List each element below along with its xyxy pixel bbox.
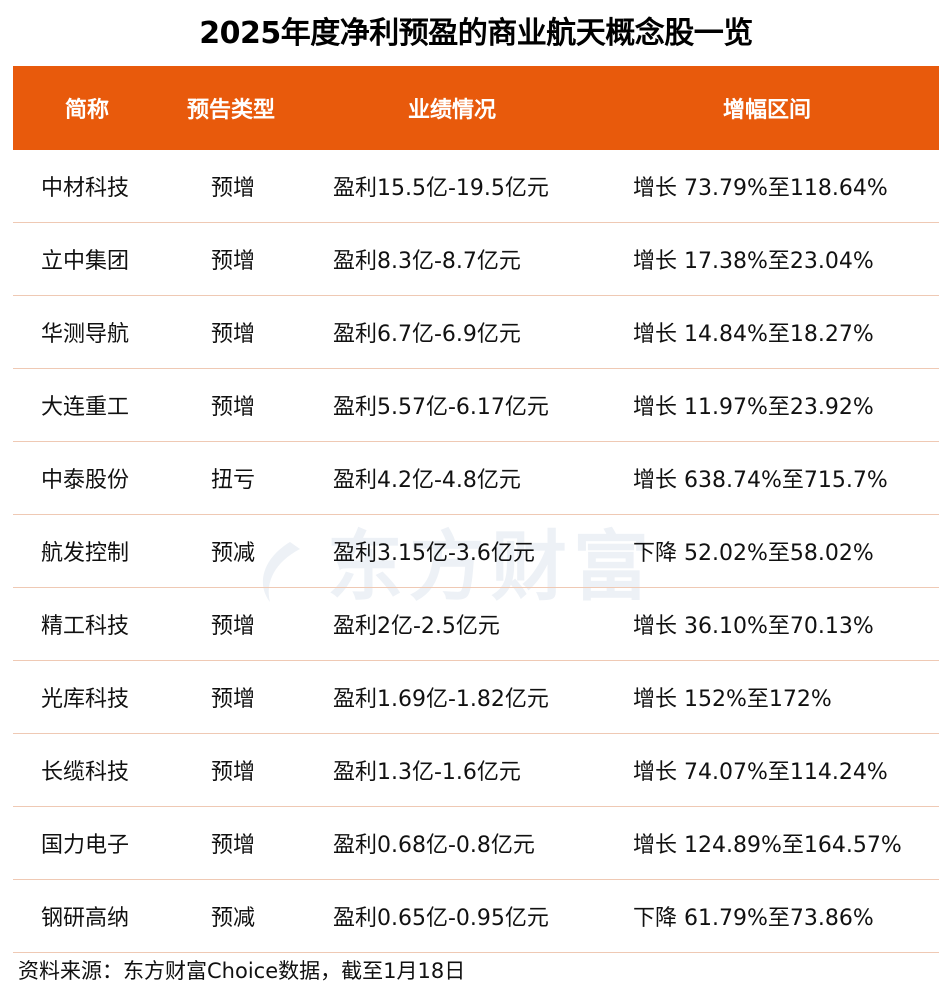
column-header-performance: 业绩情况 <box>408 98 497 123</box>
table-row: 钢研高纳 预减 盈利0.65亿-0.95亿元 下降 61.79%至73.86% <box>13 880 939 953</box>
table-row: 华测导航 预增 盈利6.7亿-6.9亿元 增长 14.84%至18.27% <box>13 296 939 369</box>
change-range: 增长 11.97%至23.92% <box>633 395 874 420</box>
table-header: 简称 预告类型 业绩情况 增幅区间 <box>13 66 939 150</box>
forecast-type: 预减 <box>211 541 256 566</box>
forecast-type: 预增 <box>211 687 256 712</box>
performance: 盈利1.3亿-1.6亿元 <box>333 760 521 785</box>
eastmoney-logo-icon <box>262 542 300 602</box>
performance: 盈利8.3亿-8.7亿元 <box>333 249 521 274</box>
change-range: 增长 36.10%至70.13% <box>633 614 874 639</box>
performance: 盈利0.65亿-0.95亿元 <box>333 906 549 931</box>
change-range: 下降 61.79%至73.86% <box>633 906 874 931</box>
performance: 盈利1.69亿-1.82亿元 <box>333 687 549 712</box>
column-header-range: 增幅区间 <box>723 98 812 123</box>
performance: 盈利15.5亿-19.5亿元 <box>333 176 549 201</box>
performance: 盈利6.7亿-6.9亿元 <box>333 322 521 347</box>
page-title: 2025年度净利预盈的商业航天概念股一览 <box>199 16 753 51</box>
table-row: 中泰股份 扭亏 盈利4.2亿-4.8亿元 增长 638.74%至715.7% <box>13 442 939 515</box>
forecast-table: 简称 预告类型 业绩情况 增幅区间 中材科技 预增 盈利15.5亿-19.5亿元… <box>13 66 939 953</box>
forecast-type: 预增 <box>211 176 256 201</box>
forecast-type: 预增 <box>211 395 256 420</box>
stock-name: 立中集团 <box>41 249 130 274</box>
change-range: 增长 14.84%至18.27% <box>633 322 874 347</box>
forecast-type: 预减 <box>211 906 256 931</box>
table-row: 光库科技 预增 盈利1.69亿-1.82亿元 增长 152%至172% <box>13 661 939 734</box>
table-row: 大连重工 预增 盈利5.57亿-6.17亿元 增长 11.97%至23.92% <box>13 369 939 442</box>
stock-name: 国力电子 <box>41 833 130 858</box>
source-note: 资料来源：东方财富Choice数据，截至1月18日 <box>18 959 466 983</box>
table-row: 中材科技 预增 盈利15.5亿-19.5亿元 增长 73.79%至118.64% <box>13 150 939 223</box>
stock-name: 光库科技 <box>41 687 130 712</box>
stock-name: 长缆科技 <box>41 760 130 785</box>
performance: 盈利2亿-2.5亿元 <box>333 614 500 639</box>
table-row: 精工科技 预增 盈利2亿-2.5亿元 增长 36.10%至70.13% <box>13 588 939 661</box>
change-range: 下降 52.02%至58.02% <box>633 541 874 566</box>
table-row: 立中集团 预增 盈利8.3亿-8.7亿元 增长 17.38%至23.04% <box>13 223 939 296</box>
change-range: 增长 638.74%至715.7% <box>633 468 888 493</box>
forecast-type: 预增 <box>211 760 256 785</box>
forecast-type: 预增 <box>211 322 256 347</box>
stock-name: 中泰股份 <box>41 468 130 493</box>
performance: 盈利5.57亿-6.17亿元 <box>333 395 549 420</box>
forecast-type: 扭亏 <box>211 468 256 493</box>
stock-name: 华测导航 <box>41 322 130 347</box>
table-row: 长缆科技 预增 盈利1.3亿-1.6亿元 增长 74.07%至114.24% <box>13 734 939 807</box>
watermark-text: 东方财富 <box>327 522 655 611</box>
forecast-type: 预增 <box>211 833 256 858</box>
change-range: 增长 124.89%至164.57% <box>633 833 902 858</box>
table-row: 航发控制 预减 盈利3.15亿-3.6亿元 下降 52.02%至58.02% <box>13 515 939 588</box>
change-range: 增长 74.07%至114.24% <box>633 760 888 785</box>
stock-name: 精工科技 <box>41 614 130 639</box>
forecast-type: 预增 <box>211 614 256 639</box>
performance: 盈利0.68亿-0.8亿元 <box>333 833 535 858</box>
stock-name: 中材科技 <box>41 176 130 201</box>
stock-name: 大连重工 <box>41 395 130 420</box>
column-header-type: 预告类型 <box>187 98 276 123</box>
change-range: 增长 17.38%至23.04% <box>633 249 874 274</box>
stock-name: 钢研高纳 <box>41 906 130 931</box>
stock-name: 航发控制 <box>41 541 130 566</box>
watermark: 东方财富 <box>245 505 655 615</box>
change-range: 增长 152%至172% <box>633 687 832 712</box>
change-range: 增长 73.79%至118.64% <box>633 176 888 201</box>
column-header-name: 简称 <box>65 98 110 123</box>
forecast-type: 预增 <box>211 249 256 274</box>
performance: 盈利3.15亿-3.6亿元 <box>333 541 535 566</box>
performance: 盈利4.2亿-4.8亿元 <box>333 468 521 493</box>
table-row: 国力电子 预增 盈利0.68亿-0.8亿元 增长 124.89%至164.57% <box>13 807 939 880</box>
